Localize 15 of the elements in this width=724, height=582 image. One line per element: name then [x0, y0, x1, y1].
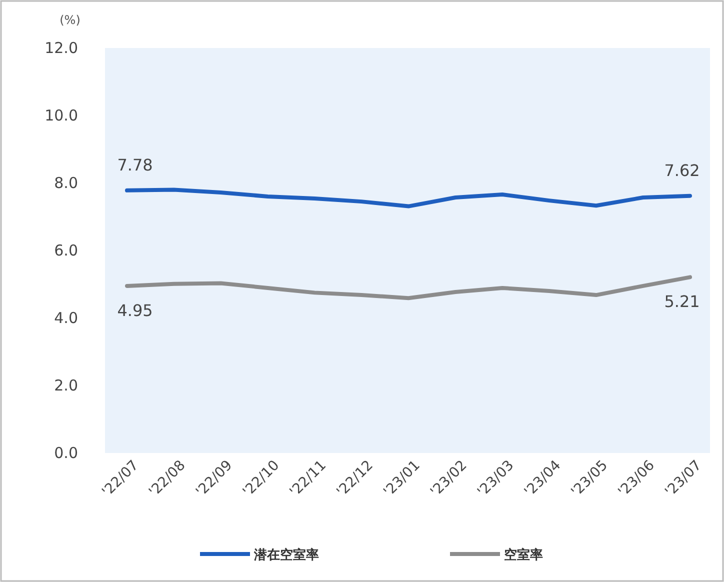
y-tick-label: 0.0	[54, 444, 78, 462]
y-tick-label: 6.0	[54, 242, 78, 260]
data-label: 4.95	[117, 300, 153, 320]
data-label: 7.62	[664, 160, 700, 180]
legend-label: 空室率	[504, 547, 543, 563]
data-label: 5.21	[664, 292, 700, 312]
data-label: 7.78	[117, 155, 153, 174]
y-tick-label: 4.0	[54, 309, 78, 327]
y-tick-label: 10.0	[44, 106, 78, 124]
y-tick-label: 8.0	[54, 174, 78, 192]
y-tick-label: 12.0	[44, 39, 78, 57]
line-series	[125, 188, 692, 208]
legend-label: 潜在空室率	[253, 547, 319, 563]
y-tick-label: 2.0	[54, 376, 78, 394]
y-axis-title: (%)	[60, 13, 80, 27]
